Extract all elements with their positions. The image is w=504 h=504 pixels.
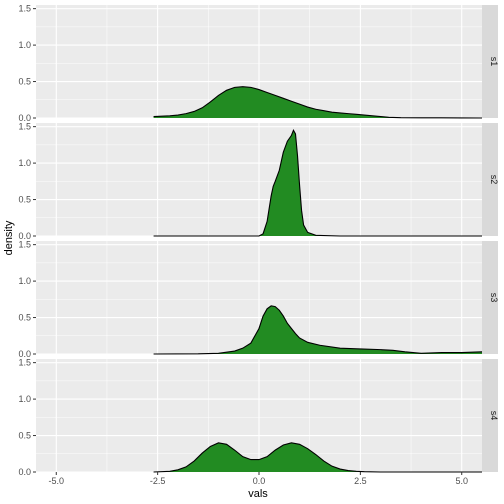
facet-panel-s2: 0.0 0.5 1.0 1.5 s2: [18, 122, 499, 241]
y-tick-label: 0.0: [18, 231, 31, 241]
facet-panel-s4: 0.0 0.5 1.0 1.5 s4: [18, 358, 499, 477]
y-tick-label: 0.5: [18, 431, 31, 441]
y-tick-label: 1.0: [18, 40, 31, 50]
density-outline-s1: [153, 86, 483, 119]
density-outline-s2: [153, 129, 482, 237]
facet-panel-s1: 0.0 0.5 1.0 1.5 s1: [18, 4, 499, 123]
y-tick-label: 1.0: [18, 276, 31, 286]
y-tick-label: 1.5: [18, 240, 31, 250]
y-tick-label: 0.0: [18, 349, 31, 359]
density-area-s1: [153, 86, 482, 118]
facet-strip-label: s4: [489, 411, 499, 421]
facet-strip: [482, 123, 498, 236]
facet-strip: [482, 359, 498, 472]
y-tick-label: 1.5: [18, 358, 31, 368]
y-tick-label: 0.0: [18, 467, 31, 477]
facet-panel-s3: 0.0 0.5 1.0 1.5 s3: [18, 240, 499, 359]
facet-panels: 0.0 0.5 1.0 1.5 s1 0.0 0.5 1.0 1.5 s2 0.0 0.5 1.0 1.5…: [18, 4, 499, 477]
x-tick-label: -2.5: [150, 476, 166, 486]
facet-strip-label: s1: [489, 57, 499, 67]
density-outline-s4: [153, 442, 482, 473]
x-axis: -5.0 -2.5 0.0 2.5 5.0: [49, 472, 468, 486]
x-tick-label: 0.0: [253, 476, 266, 486]
x-axis-title: vals: [248, 488, 268, 500]
density-area-s4: [153, 442, 482, 472]
y-tick-label: 1.0: [18, 394, 31, 404]
x-tick-label: 2.5: [354, 476, 367, 486]
facet-strip-label: s2: [489, 175, 499, 185]
x-tick-label: -5.0: [49, 476, 65, 486]
y-tick-label: 0.0: [18, 113, 31, 123]
y-tick-label: 1.5: [18, 4, 31, 14]
x-tick-label: 5.0: [455, 476, 468, 486]
y-tick-label: 1.5: [18, 122, 31, 132]
y-tick-label: 1.0: [18, 158, 31, 168]
y-tick-label: 0.5: [18, 313, 31, 323]
y-tick-label: 0.5: [18, 77, 31, 87]
y-tick-label: 0.5: [18, 195, 31, 205]
density-outline-s3: [153, 305, 483, 355]
facet-strip-label: s3: [489, 293, 499, 303]
facet-strip: [482, 241, 498, 354]
y-axis-title: density: [3, 220, 15, 255]
facet-strip: [482, 5, 498, 118]
